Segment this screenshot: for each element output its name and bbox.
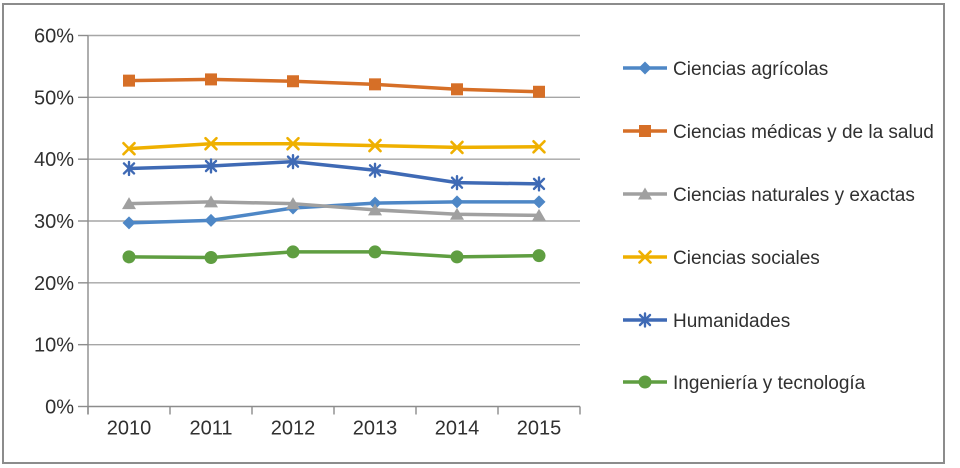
marker-asterisk-icon: [204, 158, 218, 174]
marker-circle-icon: [532, 249, 546, 263]
marker-triangle-icon: [286, 197, 300, 210]
series-line-4: [127, 159, 541, 186]
legend-item: Ciencias sociales: [623, 248, 820, 269]
x-tick-label: 2011: [189, 418, 232, 440]
y-tick-label: 40%: [34, 149, 74, 171]
marker-x-icon: [368, 138, 382, 153]
y-tick-label: 20%: [34, 273, 74, 295]
legend-item: Ciencias médicas y de la salud: [623, 122, 934, 143]
marker-circle-icon: [204, 250, 218, 264]
series-line-1: [127, 77, 541, 94]
legend-label: Ciencias sociales: [673, 248, 820, 269]
marker-diamond-icon: [532, 195, 546, 209]
marker-asterisk-icon: [122, 160, 136, 177]
y-tick-label: 60%: [34, 26, 74, 48]
marker-square-icon: [205, 73, 217, 86]
x-tick-label: 2015: [517, 418, 562, 440]
legend-marker-square-icon: [639, 125, 651, 137]
marker-x-icon: [122, 141, 136, 156]
legend-marker-asterisk-icon: [638, 312, 652, 328]
marker-triangle-icon: [122, 197, 136, 210]
marker-square-icon: [451, 83, 463, 96]
y-tick-label: 0%: [45, 397, 74, 419]
legend-label: Humanidades: [673, 311, 790, 332]
marker-circle-icon: [450, 250, 464, 264]
marker-x-icon: [532, 140, 546, 154]
marker-diamond-icon: [368, 196, 382, 210]
marker-circle-icon: [286, 245, 300, 259]
marker-diamond-icon: [204, 213, 218, 227]
marker-x-icon: [204, 136, 218, 151]
y-tick-label: 10%: [34, 335, 74, 357]
marker-circle-icon: [122, 250, 136, 264]
legend-label: Ciencias médicas y de la salud: [673, 122, 934, 143]
legend-label: Ciencias agrícolas: [673, 59, 828, 80]
marker-x-icon: [286, 136, 300, 151]
marker-diamond-icon: [450, 195, 464, 209]
x-tick-label: 2013: [353, 418, 398, 440]
legend-marker-triangle-icon: [638, 187, 652, 200]
series-line-5: [127, 250, 541, 260]
x-tick-label: 2012: [271, 418, 316, 440]
y-tick-label: 50%: [34, 87, 74, 109]
marker-triangle-icon: [450, 207, 464, 220]
marker-square-icon: [287, 75, 299, 88]
marker-square-icon: [533, 85, 545, 98]
series-line-3: [127, 141, 541, 151]
x-tick-label: 2010: [107, 418, 152, 440]
legend-label: Ciencias naturales y exactas: [673, 185, 915, 206]
legend-item: Humanidades: [623, 311, 790, 332]
marker-x-icon: [450, 140, 464, 155]
marker-triangle-icon: [204, 195, 218, 208]
series-line-0: [127, 200, 541, 225]
marker-triangle-icon: [532, 208, 546, 221]
legend-marker-diamond-icon: [638, 61, 652, 75]
marker-triangle-icon: [368, 203, 382, 216]
legend-label: Ingeniería y tecnología: [673, 373, 866, 394]
marker-circle-icon: [368, 245, 382, 259]
legend-item: Ciencias agrícolas: [623, 59, 828, 80]
marker-asterisk-icon: [450, 174, 464, 191]
marker-diamond-icon: [122, 216, 136, 230]
legend-marker-circle-icon: [638, 375, 652, 389]
marker-square-icon: [369, 78, 381, 91]
x-tick-label: 2014: [435, 418, 480, 440]
legend-item: Ingeniería y tecnología: [623, 373, 866, 394]
legend-item: Ciencias naturales y exactas: [623, 185, 915, 206]
series-line-2: [127, 200, 541, 218]
marker-asterisk-icon: [368, 162, 382, 178]
legend-marker-x-icon: [638, 250, 652, 264]
y-tick-label: 30%: [34, 211, 74, 233]
marker-asterisk-icon: [286, 153, 300, 170]
marker-asterisk-icon: [532, 176, 546, 192]
marker-square-icon: [123, 74, 135, 87]
